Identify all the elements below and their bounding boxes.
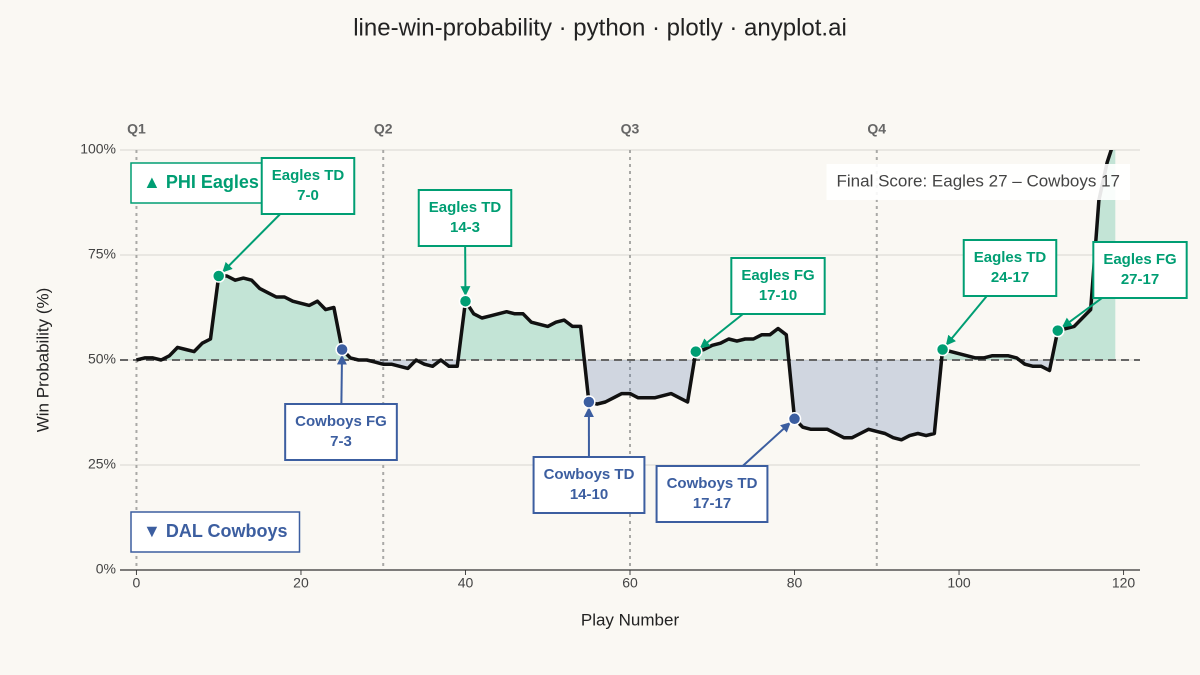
annotation-score: 27-17 — [1121, 271, 1159, 288]
annotation: Cowboys FG 7-3 — [284, 403, 398, 461]
legend-cowboys-box — [130, 511, 301, 553]
event-marker — [458, 294, 473, 308]
x-tick-label: 120 — [1112, 575, 1136, 591]
x-tick-label: 20 — [293, 575, 309, 591]
x-tick-label: 60 — [622, 575, 638, 591]
annotation: Cowboys TD 17-17 — [655, 465, 769, 523]
y-tick-label: 100% — [80, 141, 116, 157]
annotation-score: 24-17 — [991, 269, 1029, 286]
annotation-label: Cowboys FG — [295, 413, 387, 430]
annotation: Eagles FG 27-17 — [1092, 241, 1188, 299]
y-axis-title: Win Probability (%) — [33, 288, 52, 433]
annotation-label: Eagles TD — [974, 249, 1047, 266]
x-tick-label: 80 — [787, 575, 803, 591]
y-tick-label: 25% — [88, 456, 116, 472]
annotation-label: Eagles FG — [1103, 251, 1176, 268]
quarter-label: Q3 — [621, 121, 640, 137]
event-marker — [1050, 323, 1065, 338]
annotation-score: 17-17 — [693, 495, 731, 512]
quarter-label: Q1 — [127, 121, 146, 137]
event-marker — [787, 412, 802, 426]
legend-cowboys: ▼ DAL Cowboys — [143, 521, 288, 541]
annotation-label: Eagles FG — [741, 267, 814, 284]
annotation-score: 14-3 — [450, 219, 480, 236]
x-tick-label: 40 — [458, 575, 474, 591]
annotation-label: Eagles TD — [429, 199, 502, 216]
event-marker — [335, 342, 349, 357]
annotation: Eagles TD 7-0 — [260, 157, 356, 215]
annotation-box — [284, 403, 398, 461]
above-fill — [136, 150, 1116, 360]
y-tick-label: 75% — [88, 246, 116, 262]
annotation-box — [1092, 241, 1188, 299]
legend-eagles-box — [130, 162, 272, 204]
annotation-score: 14-10 — [570, 486, 608, 503]
quarter-label: Q2 — [374, 121, 393, 137]
chart-title: line-win-probability · python · plotly ·… — [353, 14, 847, 41]
quarter-label: Q4 — [867, 121, 886, 137]
final-score: Final Score: Eagles 27 – Cowboys 17 — [837, 171, 1121, 190]
annotation: Eagles FG 17-10 — [730, 257, 826, 315]
above-fill-group — [136, 150, 1116, 360]
annotation-box — [417, 189, 513, 247]
annotation-score: 7-3 — [330, 433, 352, 450]
annotation-box — [532, 456, 646, 514]
final-score-box — [826, 164, 1130, 200]
annotation: Eagles TD 24-17 — [962, 239, 1058, 297]
below-fill — [136, 360, 1116, 440]
annotation-label: Cowboys TD — [667, 475, 758, 492]
annotation-box — [962, 239, 1058, 297]
event-marker — [935, 342, 950, 357]
event-marker — [582, 395, 596, 409]
annotation-label: Cowboys TD — [544, 466, 635, 483]
annotation: Eagles TD 14-3 — [417, 189, 513, 247]
annotation-score: 7-0 — [297, 187, 319, 204]
annotation: Cowboys TD 14-10 — [532, 456, 646, 514]
x-axis-title: Play Number — [581, 610, 680, 629]
annotation-box — [655, 465, 769, 523]
legend-eagles: ▲ PHI Eagles — [143, 172, 259, 192]
x-tick-label: 100 — [947, 575, 971, 591]
annotation-score: 17-10 — [759, 287, 797, 304]
plot-area — [120, 150, 1140, 442]
event-marker — [689, 344, 703, 359]
annotation-box — [260, 157, 356, 215]
win-probability-line — [136, 150, 1114, 442]
y-tick-label: 50% — [88, 351, 116, 367]
event-marker — [211, 269, 226, 283]
annotation-label: Eagles TD — [272, 167, 345, 184]
annotation-box — [730, 257, 826, 315]
y-tick-label: 0% — [96, 561, 116, 577]
below-fill-group — [136, 360, 1116, 440]
x-tick-label: 0 — [133, 575, 141, 591]
